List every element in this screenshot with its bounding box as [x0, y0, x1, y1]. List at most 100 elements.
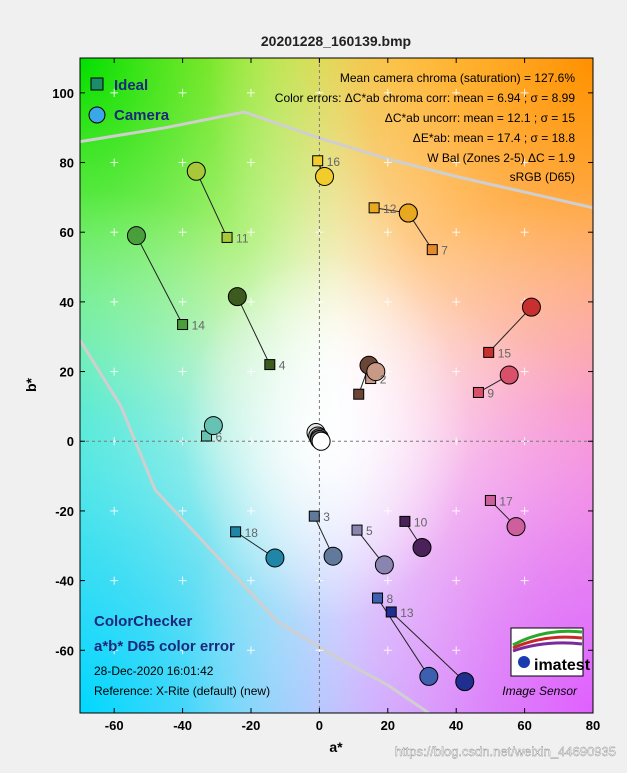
- error-line-13: [390, 611, 466, 683]
- grid-plus: [178, 576, 187, 585]
- camera-marker-18: [265, 548, 285, 568]
- info-reference: Reference: X-Rite (default) (new): [94, 684, 270, 698]
- camera-marker-3: [323, 546, 343, 566]
- grid-plus: [110, 646, 119, 655]
- error-lines: [135, 160, 532, 683]
- plot-frame: [79, 57, 594, 714]
- patch-label-6: 6: [216, 430, 223, 444]
- ideal-marker-15: [483, 346, 495, 358]
- patch-labels: 2 3 4 5 6 7 8 9 10 11 12 13 14 15 16 17 18: [192, 155, 513, 620]
- grid-plus: [520, 158, 529, 167]
- camera-marker-12: [398, 203, 418, 223]
- y-tick-label: 0: [67, 434, 74, 449]
- patch-label-14: 14: [192, 319, 206, 333]
- ideal-marker-17: [484, 494, 496, 506]
- stats-line-1: Mean camera chroma (saturation) = 127.6%: [340, 71, 575, 85]
- camera-marker-8: [419, 666, 439, 686]
- x-tick-label: 20: [381, 718, 395, 733]
- patch-label-13: 13: [400, 606, 414, 620]
- grid-plus: [520, 228, 529, 237]
- grid-plus: [178, 367, 187, 376]
- y-tick-label: 20: [60, 365, 74, 380]
- y-tick-label: -20: [55, 504, 74, 519]
- ideal-marker-9: [472, 386, 484, 398]
- camera-marker-11: [186, 161, 206, 181]
- grid-plus: [247, 158, 255, 167]
- y-axis-ticks: -60 -40 -20 0 20 40 60 80 100: [52, 86, 593, 658]
- grid-plus: [520, 367, 529, 376]
- stats-line-6: sRGB (D65): [510, 170, 575, 184]
- camera-markers: [126, 161, 541, 692]
- x-tick-label: 60: [517, 718, 531, 733]
- grid-plus: [178, 88, 187, 97]
- gamut-upper-line: [80, 110, 593, 210]
- x-tick-label: -40: [173, 718, 192, 733]
- patch-label-12: 12: [383, 202, 397, 216]
- grid-plus: [247, 646, 255, 655]
- grid-plus: [383, 88, 392, 97]
- grid-plus: [178, 506, 187, 515]
- y-tick-label: 80: [60, 156, 74, 171]
- ideal-marker-14: [177, 319, 189, 331]
- stats-block: Mean camera chroma (saturation) = 127.6%…: [275, 71, 576, 184]
- ideal-marker-3: [308, 510, 320, 522]
- ideal-marker-1: [353, 388, 365, 400]
- error-line-14: [135, 235, 184, 325]
- error-line-4: [236, 296, 271, 365]
- legend-camera-marker: [88, 106, 106, 124]
- ideal-marker-5: [351, 524, 363, 536]
- grid-plus: [452, 506, 461, 515]
- ideal-marker-11: [221, 231, 233, 243]
- grid-plus: [383, 646, 392, 655]
- camera-marker-10: [412, 538, 432, 558]
- patch-label-10: 10: [414, 515, 428, 529]
- grid-plus: [110, 228, 119, 237]
- plot-area: 2 3 4 5 6 7 8 9 10 11 12 13 14 15 16 17 18: [80, 58, 593, 713]
- ideal-marker-18: [230, 526, 242, 538]
- watermark: https://blog.csdn.net/weixin_44690935: [395, 744, 616, 759]
- patch-label-2: 2: [380, 373, 387, 387]
- grid-plus: [247, 297, 255, 306]
- grid-plus: [452, 367, 461, 376]
- grid-plus: [383, 576, 392, 585]
- gamut-boundary: [80, 110, 593, 713]
- legend: Ideal Camera: [88, 77, 170, 124]
- grid-plus: [452, 576, 461, 585]
- camera-marker-5: [374, 555, 394, 575]
- x-tick-label: 80: [586, 718, 600, 733]
- grid-plus: [247, 88, 255, 97]
- grid-plus: [452, 158, 461, 167]
- x-tick-label: 0: [316, 718, 323, 733]
- camera-marker-9: [499, 365, 519, 385]
- grid-plus: [110, 297, 119, 306]
- patch-label-5: 5: [366, 524, 373, 538]
- grid-plus: [247, 228, 255, 237]
- stats-line-5: W Bal (Zones 2-5) ΔC = 1.9: [427, 151, 575, 165]
- y-tick-label: 100: [52, 86, 74, 101]
- imatest-logo-text: imatest: [534, 657, 591, 674]
- y-tick-label: -60: [55, 643, 74, 658]
- info-subtitle: a*b* D65 color error: [94, 638, 235, 655]
- legend-ideal-label: Ideal: [114, 77, 148, 94]
- grid-plus: [520, 88, 529, 97]
- error-line-11: [195, 171, 228, 238]
- ideal-marker-4: [264, 359, 276, 371]
- grid-plus: [383, 228, 392, 237]
- camera-marker-14: [126, 226, 146, 246]
- grid-plus: [520, 506, 529, 515]
- patch-label-8: 8: [387, 592, 394, 606]
- grid-plus: [247, 576, 255, 585]
- stats-line-4: ΔE*ab: mean = 17.4 ; σ = 18.8: [413, 131, 576, 145]
- zero-axis-lines: [80, 58, 593, 713]
- x-axis-ticks: -60 -40 -20 0 20 40 60 80: [105, 58, 600, 733]
- camera-marker-4: [227, 287, 247, 307]
- y-axis-label: b*: [23, 377, 39, 392]
- grid-plus: [178, 158, 187, 167]
- y-tick-label: -40: [55, 574, 74, 589]
- grid-plus: [178, 297, 187, 306]
- grid-plus: [520, 576, 529, 585]
- grid-plus: [452, 646, 461, 655]
- x-tick-label: -20: [242, 718, 261, 733]
- x-axis-label: a*: [329, 739, 343, 755]
